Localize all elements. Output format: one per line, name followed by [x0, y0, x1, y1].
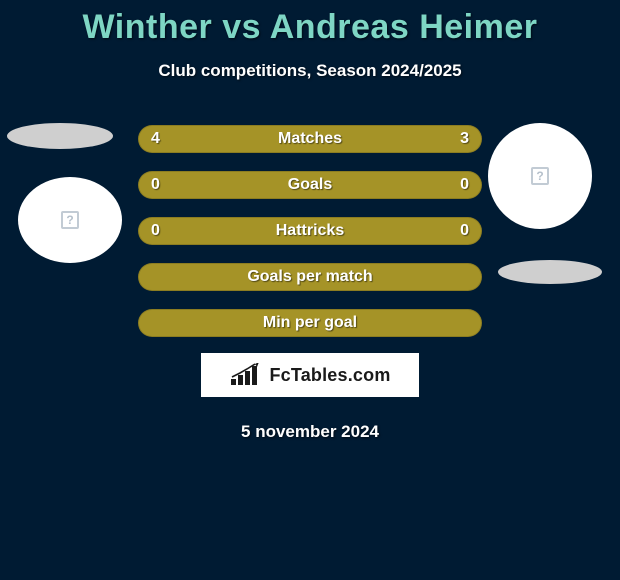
- image-placeholder-icon: ?: [531, 167, 549, 185]
- subtitle: Club competitions, Season 2024/2025: [0, 61, 620, 81]
- stat-row-goals: 0 Goals 0: [138, 171, 482, 199]
- stat-row-hattricks: 0 Hattricks 0: [138, 217, 482, 245]
- date-label: 5 november 2024: [0, 422, 620, 442]
- stats-block: 4 Matches 3 0 Goals 0 0 Hattricks 0 Goal…: [138, 125, 482, 355]
- stat-label: Hattricks: [276, 222, 344, 240]
- stat-left-value: 0: [151, 222, 160, 240]
- stat-label: Matches: [278, 130, 342, 148]
- bars-growth-icon: [229, 363, 263, 387]
- left-player-shadow: [7, 123, 113, 149]
- stat-right-value: 0: [460, 222, 469, 240]
- right-player-shadow: [498, 260, 602, 284]
- page-title: Winther vs Andreas Heimer: [0, 0, 620, 47]
- left-player-avatar: ?: [18, 177, 122, 263]
- badge-text: FcTables.com: [269, 365, 390, 386]
- stat-left-value: 0: [151, 176, 160, 194]
- right-player-avatar: ?: [488, 123, 592, 229]
- stat-left-value: 4: [151, 130, 160, 148]
- stat-row-matches: 4 Matches 3: [138, 125, 482, 153]
- fctables-badge: FcTables.com: [201, 353, 419, 397]
- image-placeholder-icon: ?: [61, 211, 79, 229]
- stat-row-goals-per-match: Goals per match: [138, 263, 482, 291]
- stat-label: Goals: [288, 176, 332, 194]
- stat-row-min-per-goal: Min per goal: [138, 309, 482, 337]
- stat-label: Goals per match: [247, 268, 372, 286]
- stat-right-value: 0: [460, 176, 469, 194]
- stat-label: Min per goal: [263, 314, 357, 332]
- stat-right-value: 3: [460, 130, 469, 148]
